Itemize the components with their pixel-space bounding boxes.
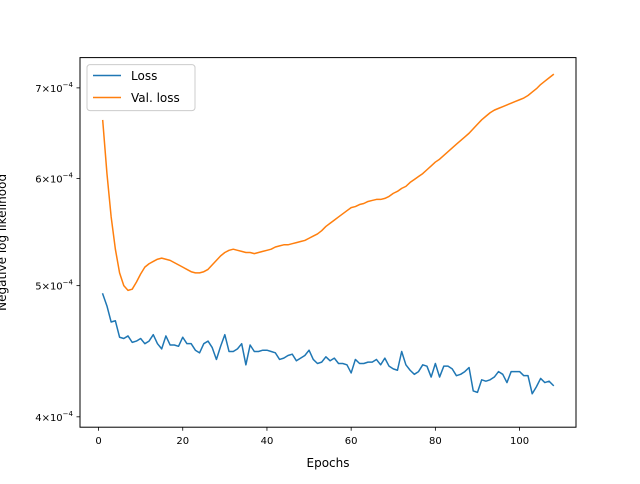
- x-tick-label: 0: [95, 436, 101, 447]
- x-axis-label: Epochs: [307, 456, 350, 470]
- y-axis-label: Negative log likelihood: [0, 174, 9, 311]
- y-tick-label: 5×10−4: [35, 279, 73, 293]
- y-tick-label: 4×10−4: [35, 410, 73, 424]
- legend-label-val-loss: Val. loss: [131, 91, 180, 105]
- y-tick-label: 7×10−4: [35, 81, 73, 95]
- x-tick-label: 20: [176, 436, 189, 447]
- legend: Loss Val. loss: [86, 64, 196, 112]
- x-tick-label: 80: [429, 436, 442, 447]
- series-line-val-loss: [101, 73, 555, 292]
- legend-label-loss: Loss: [131, 69, 157, 83]
- x-tick-label: 60: [345, 436, 358, 447]
- axes-frame: [79, 57, 577, 428]
- x-tick-label: 100: [510, 436, 529, 447]
- series-line-loss: [101, 292, 555, 395]
- x-tick-label: 40: [261, 436, 274, 447]
- y-tick-label: 6×10−4: [35, 171, 73, 185]
